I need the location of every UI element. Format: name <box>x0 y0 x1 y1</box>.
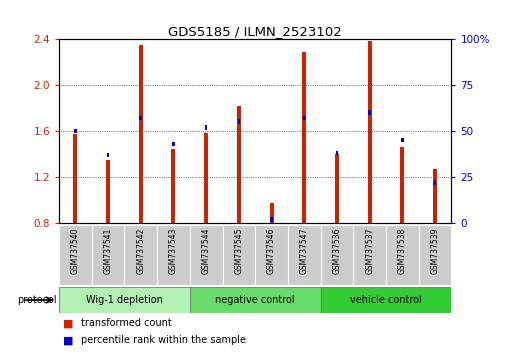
Bar <box>302 52 306 223</box>
Bar <box>59 287 190 313</box>
Bar <box>92 225 125 285</box>
Bar <box>401 147 404 223</box>
Bar <box>270 217 273 222</box>
Bar <box>205 125 207 130</box>
Bar <box>124 225 157 285</box>
Bar <box>336 151 338 155</box>
Text: GSM737543: GSM737543 <box>169 228 178 274</box>
Bar <box>59 225 92 285</box>
Bar <box>321 287 451 313</box>
Bar <box>433 169 437 223</box>
Text: GSM737541: GSM737541 <box>104 228 112 274</box>
Bar <box>171 149 175 223</box>
Bar <box>401 138 404 143</box>
Bar <box>238 120 240 124</box>
Text: GSM737539: GSM737539 <box>430 228 440 274</box>
Text: GSM737536: GSM737536 <box>332 228 342 274</box>
Bar <box>288 225 321 285</box>
Bar <box>386 225 419 285</box>
Text: GSM737544: GSM737544 <box>202 228 211 274</box>
Bar <box>434 180 437 185</box>
Bar <box>353 225 386 285</box>
Text: ■: ■ <box>63 335 73 345</box>
Bar <box>321 225 353 285</box>
Text: percentile rank within the sample: percentile rank within the sample <box>81 335 246 345</box>
Bar <box>223 225 255 285</box>
Text: GSM737547: GSM737547 <box>300 228 309 274</box>
Bar <box>237 105 241 223</box>
Bar <box>74 129 76 133</box>
Bar <box>73 135 77 223</box>
Text: negative control: negative control <box>215 295 295 305</box>
Text: GSM737546: GSM737546 <box>267 228 276 274</box>
Bar <box>335 154 339 223</box>
Text: Wig-1 depletion: Wig-1 depletion <box>86 295 163 305</box>
Bar <box>255 225 288 285</box>
Bar <box>190 287 321 313</box>
Bar <box>303 116 306 120</box>
Bar <box>270 204 273 223</box>
Bar <box>107 153 109 157</box>
Text: GSM737538: GSM737538 <box>398 228 407 274</box>
Bar <box>368 41 371 223</box>
Text: GSM737540: GSM737540 <box>71 228 80 274</box>
Text: GSM737537: GSM737537 <box>365 228 374 274</box>
Text: GSM737545: GSM737545 <box>234 228 243 274</box>
Bar <box>106 160 110 223</box>
Bar <box>368 110 371 115</box>
Bar <box>139 45 143 223</box>
Text: GSM737542: GSM737542 <box>136 228 145 274</box>
Bar <box>157 225 190 285</box>
Text: protocol: protocol <box>17 295 56 305</box>
Text: transformed count: transformed count <box>81 319 171 329</box>
Text: vehicle control: vehicle control <box>350 295 422 305</box>
Bar <box>140 116 142 120</box>
Bar <box>419 225 451 285</box>
Text: ■: ■ <box>63 319 73 329</box>
Title: GDS5185 / ILMN_2523102: GDS5185 / ILMN_2523102 <box>168 25 342 38</box>
Bar <box>172 142 175 146</box>
Bar <box>190 225 223 285</box>
Bar <box>204 133 208 223</box>
